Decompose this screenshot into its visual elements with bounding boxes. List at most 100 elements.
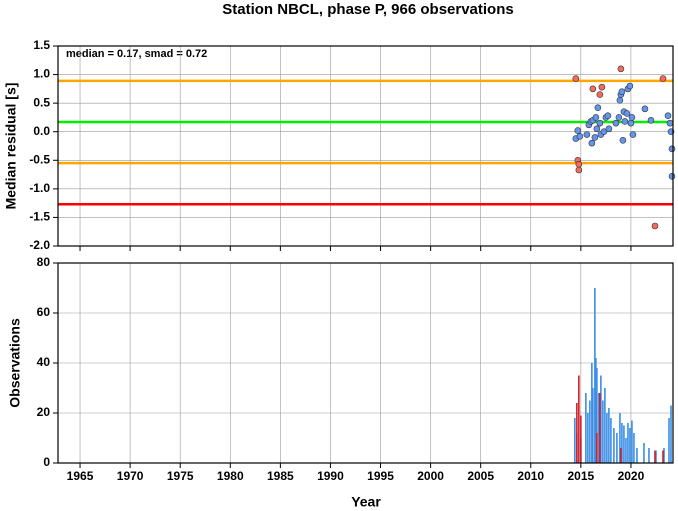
bar — [655, 450, 657, 463]
data-point — [618, 88, 626, 96]
data-point — [596, 91, 604, 98]
chart-title: Station NBCL, phase P, 966 observations — [222, 1, 513, 18]
plot-frame — [57, 45, 674, 247]
bar — [604, 388, 606, 463]
data-point — [666, 119, 674, 127]
y-tick-label: 40 — [37, 355, 51, 369]
data-point — [605, 125, 613, 133]
bar — [629, 428, 631, 463]
y-tick-label: -1.0 — [29, 181, 50, 195]
data-point — [575, 160, 583, 168]
data-point — [574, 127, 582, 134]
x-axis-title: Year — [351, 494, 381, 510]
y-tick-label: 1.5 — [33, 38, 50, 52]
y-tick-label: 20 — [37, 405, 51, 419]
bar — [578, 375, 580, 463]
bar — [606, 413, 608, 463]
y-tick-label: -1.5 — [29, 210, 50, 224]
bar — [627, 423, 629, 463]
data-point — [615, 114, 623, 121]
bar — [668, 418, 670, 463]
data-point — [572, 75, 580, 82]
bar — [620, 448, 622, 463]
data-point — [659, 75, 667, 82]
bar — [670, 405, 672, 463]
annotation: median = 0.17, smad = 0.72 — [66, 48, 207, 60]
y-tick-label: -0.5 — [29, 152, 50, 166]
data-point — [591, 134, 599, 141]
x-tick-label: 2000 — [417, 469, 444, 483]
data-point — [628, 114, 636, 121]
data-point — [600, 128, 608, 136]
data-point — [629, 131, 637, 138]
data-point — [619, 136, 627, 144]
bar — [625, 438, 627, 463]
bar — [663, 448, 665, 463]
data-point — [589, 85, 597, 93]
data-point — [668, 145, 676, 153]
data-point — [583, 131, 591, 138]
bar — [574, 418, 576, 463]
bar — [585, 393, 587, 463]
bar — [596, 433, 598, 463]
x-tick-label: 1990 — [317, 469, 344, 483]
data-point — [575, 166, 583, 174]
x-tick-label: 2005 — [467, 469, 494, 483]
bar — [616, 433, 618, 463]
bar — [636, 448, 638, 463]
data-point — [596, 119, 604, 127]
data-point — [627, 119, 635, 127]
data-point — [594, 104, 602, 112]
bar — [619, 413, 621, 463]
bar — [602, 400, 604, 463]
bar — [633, 433, 635, 463]
y-tick-label: -2.0 — [29, 238, 50, 252]
y-tick-label: 0.5 — [33, 95, 50, 109]
data-point — [641, 105, 649, 113]
data-point — [626, 82, 634, 90]
y-axis-title: Median residual [s] — [3, 83, 19, 210]
bar — [587, 413, 589, 463]
bar — [623, 425, 625, 463]
data-point — [616, 96, 624, 104]
x-tick-label: 1970 — [117, 469, 144, 483]
x-tick-label: 1995 — [367, 469, 394, 483]
bar — [591, 363, 593, 463]
y-axis-title: Observations — [7, 318, 23, 408]
data-point — [623, 110, 631, 117]
bar — [621, 423, 623, 463]
bar — [592, 388, 594, 463]
data-point — [668, 172, 676, 180]
data-point — [588, 139, 596, 147]
x-tick-label: 1985 — [267, 469, 294, 483]
y-tick-label: 60 — [37, 305, 51, 319]
data-point — [651, 222, 659, 230]
bar — [643, 443, 645, 463]
data-point — [593, 125, 601, 133]
bar — [631, 420, 633, 463]
data-point — [576, 132, 584, 140]
bar — [648, 448, 650, 463]
bar — [594, 288, 596, 463]
bar — [589, 400, 591, 463]
bar — [610, 418, 612, 463]
bar — [613, 428, 615, 463]
x-tick-label: 2015 — [567, 469, 594, 483]
y-tick-label: 0.0 — [33, 124, 50, 138]
bar — [576, 403, 578, 463]
plot-frame — [57, 262, 674, 464]
data-point — [647, 116, 655, 124]
data-point — [617, 65, 625, 73]
data-point — [604, 112, 612, 120]
bar — [580, 415, 582, 463]
bar — [599, 393, 601, 463]
bar — [595, 358, 597, 463]
data-point — [592, 114, 600, 121]
data-point — [664, 112, 672, 120]
bar — [654, 450, 656, 463]
x-tick-label: 1980 — [217, 469, 244, 483]
y-tick-label: 1.0 — [33, 67, 50, 81]
data-point — [612, 119, 620, 127]
x-tick-label: 2020 — [618, 469, 645, 483]
